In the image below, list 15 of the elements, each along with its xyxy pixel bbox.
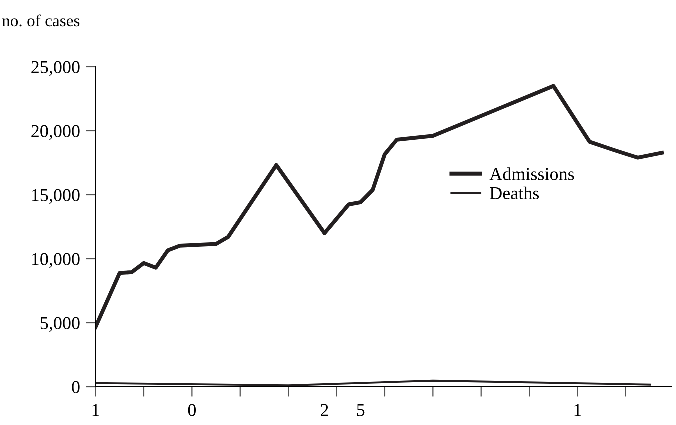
- y-tick-label: 15,000: [32, 189, 80, 204]
- y-axis-title: no. of cases: [2, 14, 80, 27]
- line-series: [96, 84, 664, 330]
- y-tick-label: 5,000: [40, 317, 80, 332]
- x-tick-label: 1: [574, 404, 582, 416]
- x-tick-label: 0: [188, 404, 196, 416]
- y-tick-label: 0: [72, 381, 80, 394]
- x-tick-label: 5: [357, 404, 365, 416]
- legend-label: Deaths: [490, 186, 540, 200]
- x-tick-label: 2: [321, 404, 328, 416]
- y-tick-label: 20,000: [32, 125, 80, 140]
- x-tick-label: 1: [92, 404, 100, 416]
- legend-label: Admissions: [490, 168, 574, 180]
- y-tick-label: 25,000: [32, 61, 80, 76]
- y-tick-label: 10,000: [32, 253, 80, 268]
